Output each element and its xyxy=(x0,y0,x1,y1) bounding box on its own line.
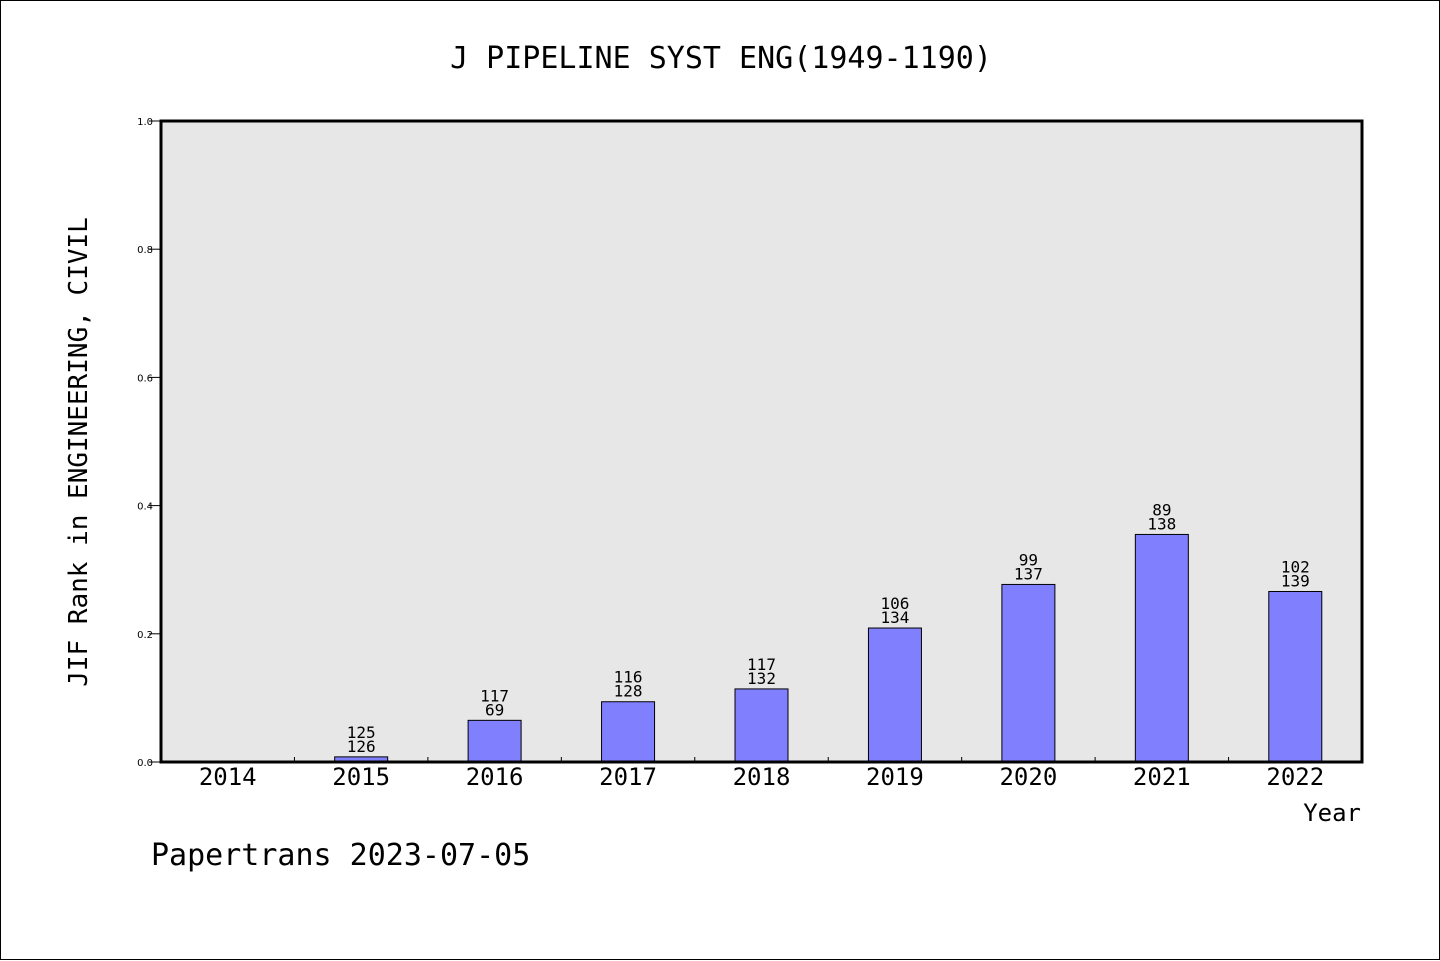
y-tick-label: 0.6 xyxy=(137,373,153,384)
y-tick-label: 0.4 xyxy=(137,502,153,513)
chart-title: J PIPELINE SYST ENG(1949-1190) xyxy=(450,41,992,76)
x-tick-label: 2018 xyxy=(733,763,791,791)
bar-total-label: 126 xyxy=(347,737,376,756)
plot-border xyxy=(159,119,1364,764)
footer-credit: Papertrans 2023-07-05 xyxy=(151,838,530,873)
bar-total-label: 69 xyxy=(485,700,504,719)
bar-2021 xyxy=(1134,533,1189,763)
y-axis-label: JIF Rank in ENGINEERING, CIVIL xyxy=(64,217,94,687)
x-tick-label: 2015 xyxy=(332,763,390,791)
bar-rank-label: 117 xyxy=(747,655,776,674)
bar-rank-label: 99 xyxy=(1019,550,1038,569)
bar-2016 xyxy=(467,719,522,763)
x-tick-label: 2020 xyxy=(999,763,1057,791)
y-tick-label: 1.0 xyxy=(137,117,153,128)
bar-rank-label: 125 xyxy=(347,723,376,742)
x-tick-label: 2022 xyxy=(1266,763,1324,791)
bars-layer xyxy=(334,533,1323,763)
y-tick-label: 0.8 xyxy=(137,245,153,256)
bar-total-label: 134 xyxy=(880,608,909,627)
bar-2019 xyxy=(867,627,922,763)
bar-total-label: 132 xyxy=(747,669,776,688)
bar-2017 xyxy=(601,701,656,763)
x-axis-label: Year xyxy=(1303,799,1361,827)
bar-labels-layer: 1251261176911612811713210613499137891381… xyxy=(347,500,1310,755)
bar-total-label: 128 xyxy=(614,682,643,701)
bar-total-label: 137 xyxy=(1014,564,1043,583)
bar-rank-label: 102 xyxy=(1281,557,1310,576)
bar-total-label: 138 xyxy=(1147,514,1176,533)
x-tick-label: 2019 xyxy=(866,763,924,791)
y-tick-label: 0.2 xyxy=(137,630,153,641)
bar-rank-label: 116 xyxy=(614,668,643,687)
bar-2018 xyxy=(734,688,789,763)
x-tick-label: 2016 xyxy=(466,763,524,791)
x-tick-label: 2017 xyxy=(599,763,657,791)
bar-rank-label: 117 xyxy=(480,686,509,705)
bar-total-label: 139 xyxy=(1281,571,1310,590)
y-axis: 0.0 0.2 0.4 0.6 0.8 1.0 xyxy=(137,117,161,769)
x-tick-label: 2014 xyxy=(199,763,257,791)
bar-2020 xyxy=(1001,583,1056,763)
x-tick-label: 2021 xyxy=(1133,763,1191,791)
bar-2022 xyxy=(1268,590,1323,763)
bar-rank-label: 106 xyxy=(880,594,909,613)
y-tick-label: 0.0 xyxy=(137,758,153,769)
bar-rank-label: 89 xyxy=(1152,500,1171,519)
x-axis: 2014 2015 2016 2017 2018 2019 2020 2021 2022 xyxy=(199,757,1324,791)
